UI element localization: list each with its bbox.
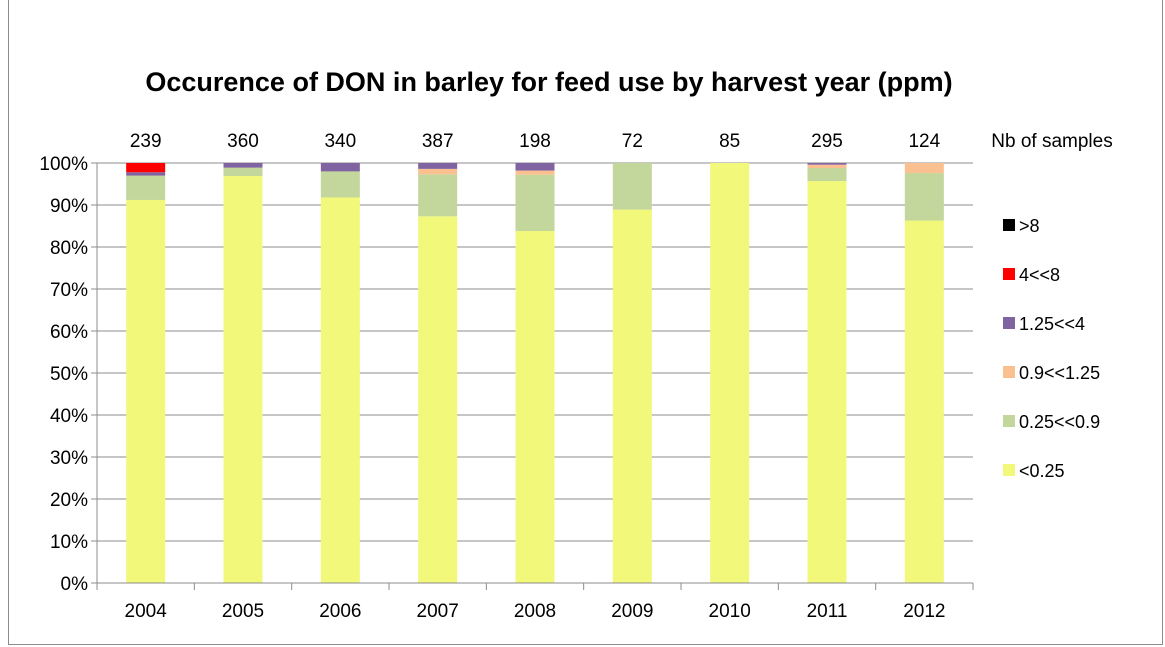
x-tick-label: 2012 [903, 601, 945, 622]
x-tick-label: 2007 [417, 601, 459, 622]
y-tick-label: 90% [50, 196, 88, 217]
y-tick-label: 10% [50, 532, 88, 553]
bar-segment [223, 176, 263, 583]
bar-segment [807, 163, 847, 165]
bar-segment [515, 163, 555, 171]
bar-segment [126, 163, 166, 173]
legend-item: <0.25 [1003, 461, 1065, 481]
bar-segment [612, 209, 652, 583]
chart-title: Occurence of DON in barley for feed use … [145, 67, 952, 97]
sample-count: 295 [811, 131, 843, 152]
bar-segment [807, 168, 847, 182]
legend-label: 0.25<<0.9 [1019, 412, 1100, 432]
bar-segment [320, 171, 360, 198]
sample-count: 198 [519, 131, 551, 152]
legend-swatch [1003, 464, 1015, 476]
legend: >8 4<<8 1.25<<4 0.9<<1.25 0.25<<0.9 <0.25 [1003, 216, 1100, 481]
x-tick-label: 2006 [319, 601, 361, 622]
legend-label: <0.25 [1019, 461, 1065, 481]
sample-count: 124 [908, 131, 940, 152]
bar-segment [710, 163, 750, 583]
bar-segment [807, 181, 847, 583]
bar-segment [320, 197, 360, 583]
sample-count: 72 [622, 131, 643, 152]
y-tick-label: 20% [50, 490, 88, 511]
bar-segment [807, 164, 847, 169]
legend-label: >8 [1019, 216, 1040, 236]
sample-count: 85 [719, 131, 740, 152]
sample-count: 360 [227, 131, 259, 152]
bar-segment [515, 170, 555, 175]
sample-counts-label: Nb of samples [991, 131, 1112, 152]
x-tick-label: 2009 [611, 601, 653, 622]
legend-swatch [1003, 317, 1015, 329]
sample-count: 387 [422, 131, 454, 152]
x-tick-label: 2011 [807, 601, 848, 622]
bar-segment [418, 168, 458, 175]
legend-item: 0.25<<0.9 [1003, 412, 1100, 432]
x-tick-label: 2005 [222, 601, 264, 622]
y-tick-label: 50% [50, 364, 88, 385]
x-tick-label: 2004 [125, 601, 168, 622]
y-tick-label: 0% [61, 574, 89, 595]
sample-count: 239 [130, 131, 162, 152]
y-tick-label: 100% [39, 154, 88, 175]
legend-label: 0.9<<1.25 [1019, 363, 1100, 383]
y-tick-label: 30% [50, 448, 88, 469]
legend-label: 4<<8 [1019, 265, 1060, 285]
chart-frame [8, 0, 1163, 645]
bar-segment [904, 163, 944, 174]
y-tick-label: 70% [50, 280, 88, 301]
legend-item: 4<<8 [1003, 265, 1060, 285]
bar-segment [515, 231, 555, 584]
bar-segment [904, 220, 944, 584]
legend-item: 0.9<<1.25 [1003, 363, 1100, 383]
bar-segment [223, 167, 263, 177]
bar-segment [612, 163, 652, 210]
bar-segment [126, 172, 166, 176]
y-tick-label: 80% [50, 238, 88, 259]
bar-segment [515, 174, 555, 232]
x-tick-label: 2008 [514, 601, 556, 622]
legend-swatch [1003, 268, 1015, 280]
legend-label: 1.25<<4 [1019, 314, 1085, 334]
y-tick-label: 60% [50, 322, 88, 343]
bar-segment [320, 163, 360, 172]
legend-item: 1.25<<4 [1003, 314, 1085, 334]
bar-segment [223, 163, 263, 168]
bar-segment [126, 199, 166, 583]
bar-segment [904, 173, 944, 221]
axes: 0% 10% 20% 30% 40% 50% 60% 70% 80% 90% 100% 2004 200… [39, 154, 974, 622]
bar-segment [418, 163, 458, 169]
y-tick-label: 40% [50, 406, 88, 427]
legend-swatch [1003, 415, 1015, 427]
bars [126, 163, 944, 584]
x-tick-label: 2010 [709, 601, 751, 622]
legend-swatch [1003, 219, 1015, 231]
bar-segment [126, 175, 166, 200]
sample-counts: 239 360 340 387 198 72 85 295 124 [130, 131, 941, 152]
legend-item: >8 [1003, 216, 1040, 236]
bar-segment [418, 216, 458, 583]
bar-segment [418, 174, 458, 217]
sample-count: 340 [324, 131, 356, 152]
legend-swatch [1003, 366, 1015, 378]
